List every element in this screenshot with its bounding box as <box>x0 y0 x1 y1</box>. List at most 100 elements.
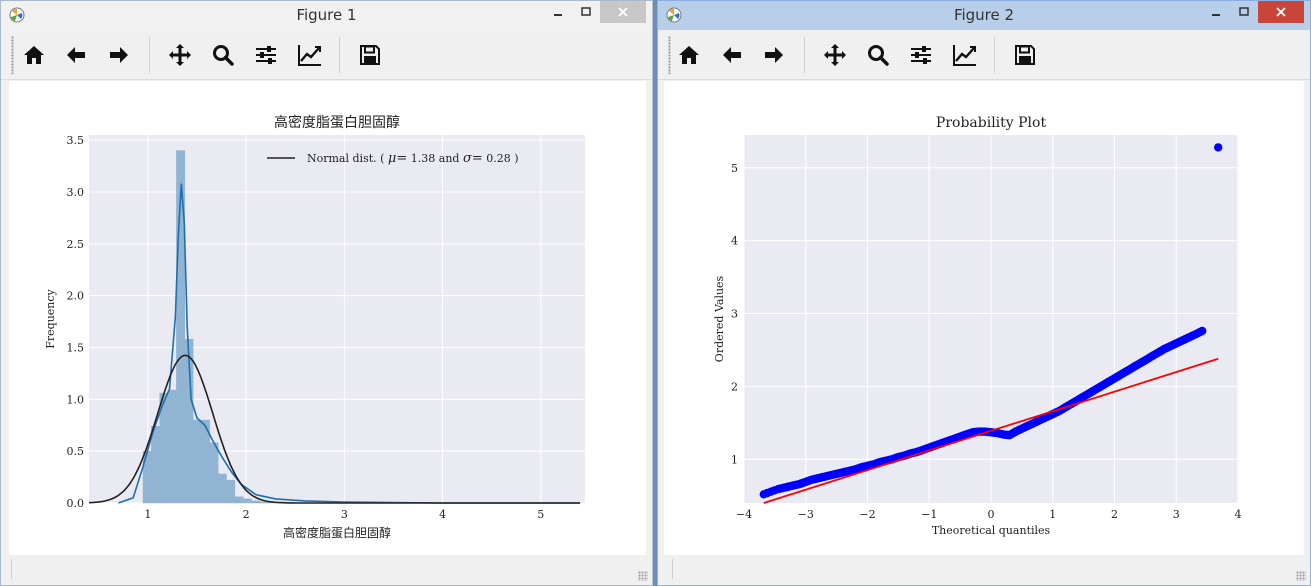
configure-subplots-button[interactable] <box>251 40 281 70</box>
x-tick-label: 5 <box>537 508 544 521</box>
home-icon <box>679 46 699 64</box>
y-axis-label: Ordered Values <box>713 275 726 362</box>
toolbar-separator <box>994 37 995 73</box>
pan-button[interactable] <box>165 40 195 70</box>
pan-icon <box>169 44 191 66</box>
toolbar-grip[interactable] <box>668 36 671 74</box>
toolbar-separator <box>149 37 150 73</box>
maximize-button[interactable] <box>572 1 600 23</box>
status-separator <box>11 559 12 579</box>
back-button[interactable] <box>61 40 91 70</box>
chart-title: Probability Plot <box>936 115 1047 131</box>
x-tick-label: 4 <box>1235 508 1242 521</box>
histogram-bar <box>259 501 269 504</box>
outlier-point <box>1214 143 1223 152</box>
home-icon <box>24 46 44 64</box>
resize-grip[interactable] <box>1296 571 1306 581</box>
y-tick-label: 2 <box>731 380 738 393</box>
home-button[interactable] <box>19 40 49 70</box>
toolbar-grip[interactable] <box>11 36 14 74</box>
histogram-bar <box>226 479 236 504</box>
titlebar[interactable]: Figure 2 <box>658 1 1310 30</box>
close-icon <box>618 7 628 17</box>
y-tick-label: 3.5 <box>67 134 85 147</box>
y-tick-label: 1 <box>731 453 738 466</box>
minimize-icon <box>1212 14 1220 16</box>
edit-axis-button[interactable] <box>295 40 325 70</box>
legend-sigma: 0.28 <box>486 152 511 165</box>
legend-label: Normal dist. ( μ= 1.38 and σ= 0.28 ) <box>307 151 519 166</box>
configure-subplots-icon <box>911 46 931 64</box>
y-tick-label: 3.0 <box>67 186 85 199</box>
histogram-bar <box>151 426 160 504</box>
figure-canvas[interactable]: 1 2 3 4 5 −4 −3 −2 −1 0 1 2 3 4 Probability Plot Theore… <box>664 81 1304 555</box>
fit-line <box>763 357 1219 504</box>
histogram-bar <box>251 500 261 504</box>
y-tick-label: 3 <box>731 308 738 321</box>
y-tick-label: 0.5 <box>67 445 85 458</box>
histogram-bar <box>167 389 177 504</box>
zoom-button[interactable] <box>863 40 893 70</box>
chart-title: 高密度脂蛋白胆固醇 <box>274 114 400 131</box>
x-tick-label: 4 <box>439 508 446 521</box>
resize-grip[interactable] <box>638 571 648 581</box>
figure-canvas[interactable]: 0.0 0.5 1.0 1.5 2.0 2.5 3.0 3.5 1 2 3 4 5 高密度脂蛋白胆固醇 高密… <box>9 81 646 555</box>
close-button[interactable] <box>600 1 646 23</box>
titlebar[interactable]: Figure 1 <box>1 1 652 30</box>
minimize-button[interactable] <box>544 1 572 23</box>
toolbar-separator <box>339 37 340 73</box>
y-tick-label: 5 <box>731 162 738 175</box>
legend-label-prefix: Normal dist. ( <box>307 152 384 165</box>
minimize-button[interactable] <box>1202 1 1230 23</box>
status-separator <box>672 559 673 579</box>
legend-sigma-symbol: σ= <box>463 151 483 166</box>
y-tick-label: 4 <box>731 235 738 248</box>
pan-button[interactable] <box>820 40 850 70</box>
edit-axis-icon <box>298 45 321 66</box>
status-bar <box>1 555 652 585</box>
x-tick-label: 3 <box>1173 508 1180 521</box>
x-tick-label: 2 <box>1111 508 1118 521</box>
window-title: Figure 1 <box>296 6 357 24</box>
zoom-icon <box>868 45 889 66</box>
x-tick-label: −1 <box>921 508 937 521</box>
maximize-button[interactable] <box>1230 1 1258 23</box>
save-button[interactable] <box>355 40 385 70</box>
window-title: Figure 2 <box>953 6 1015 24</box>
y-axis-label: Frequency <box>44 288 57 348</box>
x-tick-label: 1 <box>144 508 151 521</box>
x-tick-label: −4 <box>736 508 752 521</box>
kde-line <box>118 183 581 504</box>
forward-button[interactable] <box>759 40 789 70</box>
close-button[interactable] <box>1258 1 1304 23</box>
edit-axis-icon <box>953 45 976 66</box>
pan-icon <box>824 44 846 66</box>
home-button[interactable] <box>674 40 704 70</box>
data-point <box>1198 326 1207 336</box>
histogram-bar <box>234 496 244 504</box>
configure-subplots-button[interactable] <box>906 40 936 70</box>
forward-button[interactable] <box>104 40 134 70</box>
matplotlib-app-icon <box>9 7 25 23</box>
zoom-button[interactable] <box>208 40 238 70</box>
legend-mu: 1.38 <box>411 152 436 165</box>
maximize-icon <box>581 7 591 16</box>
navigation-toolbar <box>658 30 1310 80</box>
save-button[interactable] <box>1010 40 1040 70</box>
x-axis-label: 高密度脂蛋白胆固醇 <box>283 525 391 540</box>
save-icon <box>1015 45 1035 65</box>
histogram-bar <box>192 419 202 504</box>
toolbar-separator <box>804 37 805 73</box>
histogram-bar <box>217 473 227 504</box>
back-button[interactable] <box>717 40 747 70</box>
y-tick-label: 1.0 <box>67 393 85 406</box>
x-tick-label: 0 <box>988 508 995 521</box>
edit-axis-button[interactable] <box>950 40 980 70</box>
y-tick-label: 1.5 <box>67 342 85 355</box>
status-bar <box>658 555 1310 585</box>
legend-mu-symbol: μ= <box>388 151 407 166</box>
figure1-window: Figure 1 <box>0 0 653 586</box>
x-axis-label: Theoretical quantiles <box>932 524 1051 537</box>
probability-plot-chart: 1 2 3 4 5 −4 −3 −2 −1 0 1 2 3 4 Probability Plot Theore… <box>713 115 1242 537</box>
y-tick-label: 0.0 <box>67 497 85 510</box>
